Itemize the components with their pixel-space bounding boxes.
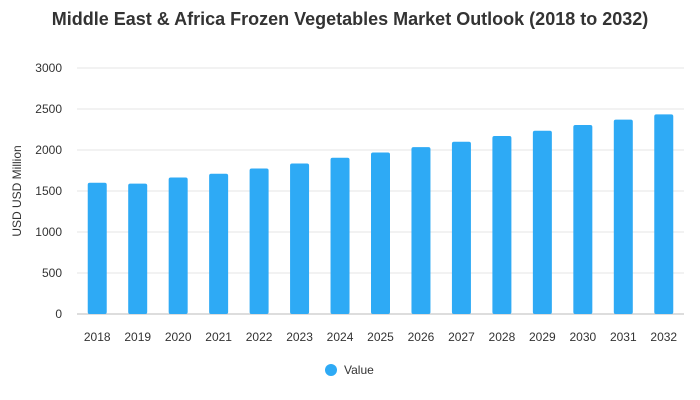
bars [87,114,674,315]
x-tick-label: 2028 [489,330,516,344]
bar-2029[interactable] [532,130,552,314]
x-tick-label: 2024 [327,330,354,344]
legend-label: Value [344,363,374,377]
chart-title: Middle East & Africa Frozen Vegetables M… [51,9,649,29]
bar-2024[interactable] [330,157,350,314]
bar-2019[interactable] [128,183,148,314]
y-tick-label: 2000 [35,143,62,157]
y-tick-label: 500 [42,266,62,280]
bar-2026[interactable] [411,147,431,314]
x-tick-label: 2018 [84,330,111,344]
legend[interactable]: Value [325,363,374,377]
y-axis-label: USD USD Million [10,145,24,236]
axes: 0 500 1000 1500 2000 2500 3000 USD USD Million 2… [10,61,677,344]
legend-marker [325,364,337,376]
bar-2027[interactable] [451,141,471,314]
y-tick-label: 1000 [35,225,62,239]
bar-2030[interactable] [573,124,593,315]
x-tick-label: 2030 [569,330,596,344]
x-tick-label: 2023 [286,330,313,344]
bar-2032[interactable] [654,114,674,314]
x-tick-label: 2032 [650,330,677,344]
bar-2023[interactable] [290,163,310,314]
bar-2028[interactable] [492,136,512,314]
x-tick-label: 2029 [529,330,556,344]
bar-2025[interactable] [371,152,390,314]
bar-2021[interactable] [209,173,229,314]
y-tick-label: 3000 [35,61,62,75]
x-tick-label: 2019 [124,330,151,344]
x-tick-label: 2025 [367,330,394,344]
y-tick-label: 2500 [35,102,62,116]
x-tick-label: 2021 [205,330,232,344]
x-tick-label: 2031 [610,330,637,344]
x-tick-label: 2022 [246,330,273,344]
bar-2031[interactable] [613,119,633,314]
bar-2018[interactable] [87,182,107,314]
bar-2020[interactable] [168,177,188,314]
y-tick-label: 1500 [35,184,62,198]
x-tick-label: 2020 [165,330,192,344]
y-tick-label: 0 [55,307,62,321]
bar-2022[interactable] [249,168,269,314]
x-tick-label: 2026 [408,330,435,344]
x-tick-label: 2027 [448,330,475,344]
